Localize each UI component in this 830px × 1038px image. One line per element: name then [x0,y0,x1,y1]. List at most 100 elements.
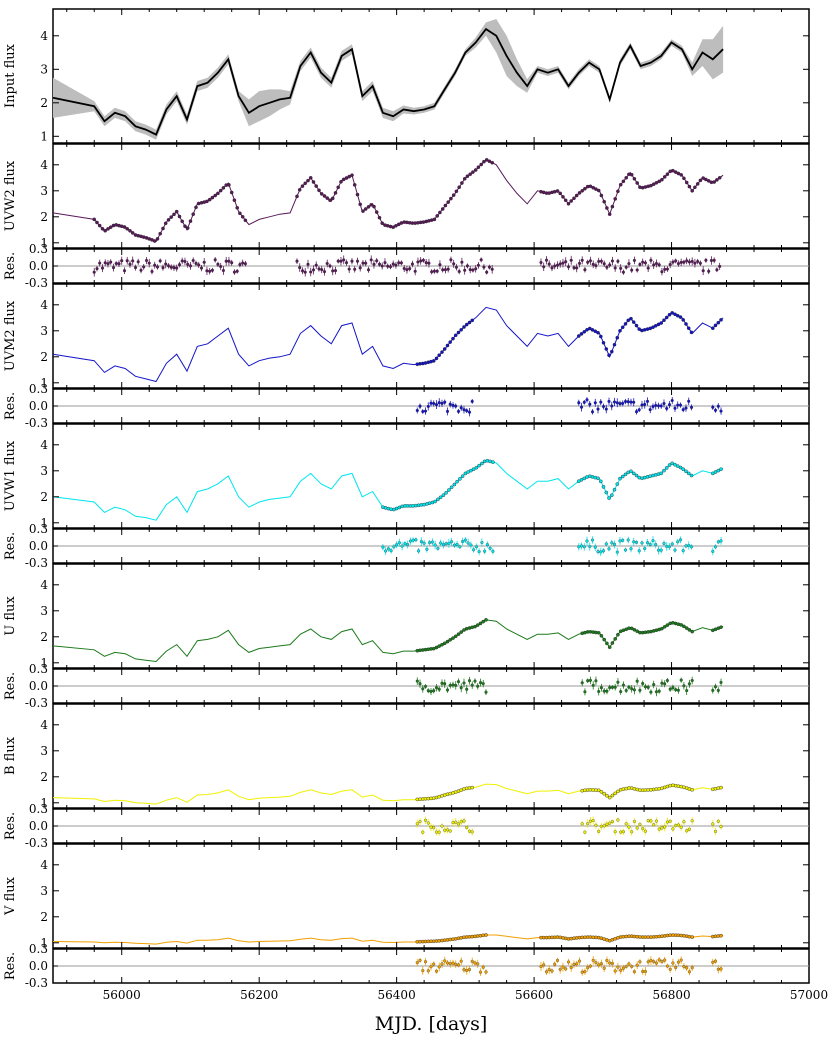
obs-point [594,187,598,191]
residual-point [384,549,388,553]
obs-point [654,180,659,185]
obs-point [295,194,299,199]
flux-axis-label: Input flux [3,43,18,108]
residual-point [645,541,650,545]
obs-point [629,316,633,321]
residual-point [434,403,439,407]
obs-point [128,228,132,233]
residual-point [413,269,417,273]
residual-point [676,960,680,964]
obs-point [662,468,666,473]
obs-point [601,485,606,489]
obs-point [449,485,454,490]
obs-point [442,347,447,351]
obs-point [453,333,458,338]
obs-point [484,933,488,937]
flux-axis-label: B flux [3,736,18,775]
obs-point [350,173,354,177]
obs-point [610,793,615,798]
obs-point [599,193,604,198]
residual-point [605,958,609,963]
obs-point [596,476,600,481]
residual-point [470,683,474,687]
panels-layer: 1 2 3 4 Input flux 1 2 3 4 UVW2 flux -0.3 0.0 0.3 Res… [3,8,828,1002]
residual-point [451,683,455,687]
residual-point [481,965,485,969]
model-curve [52,27,724,136]
residual-point [344,261,349,265]
obs-point [221,186,226,190]
obs-point [183,224,187,228]
residual-point [615,550,619,554]
residual-point [575,962,579,966]
residual-point [424,261,428,265]
residual-point [673,406,677,410]
flux-axis-label: V flux [3,876,18,916]
flux-axis-label: UVM2 flux [3,300,18,371]
residual-point [660,960,664,964]
residual-point [451,403,455,407]
residual-point [445,688,450,692]
residual-point [438,263,442,267]
obs-point [317,188,321,193]
obs-point [637,327,642,331]
residual-point [144,258,149,263]
res-ytick-label: -0.3 [25,556,48,570]
residual-point [347,267,351,271]
residual-point [618,402,622,406]
residual-point [451,961,455,965]
obs-point [660,177,664,182]
residual-point [426,821,430,825]
residual-point [713,545,718,549]
residual-point [621,538,625,542]
residual-point [602,262,606,266]
residual-point [232,270,236,274]
residual-point [654,261,658,266]
obs-point [363,207,368,211]
residual-point [660,681,664,685]
residual-point [654,819,658,823]
obs-point [172,212,176,217]
residual-point [569,966,573,970]
x-axis-label: MJD. [days] [375,1013,488,1035]
residual-point [719,539,723,543]
residual-point [417,549,421,553]
residual-point [465,409,469,413]
residual-point [314,263,318,267]
residual-point [423,684,428,688]
residual-point [311,268,316,272]
obs-point [347,174,352,179]
obs-point [558,191,563,196]
flux-ytick-label: 4 [40,298,48,312]
residual-point [674,259,678,263]
residual-point [142,265,146,269]
residual-point [685,689,689,693]
obs-point [632,628,637,632]
residual-point [646,266,650,270]
residual-point [566,960,571,964]
residual-point [122,269,127,273]
residual-point [619,690,623,694]
residual-point [437,687,441,691]
residual-point [328,264,332,268]
residual-point [613,685,617,689]
residual-point [624,822,628,826]
residual-point [454,404,458,408]
residual-point [415,408,419,413]
residual-point [448,683,452,687]
residual-point [613,266,617,270]
residual-point [670,398,674,403]
residual-point [227,259,231,263]
obs-point [322,194,327,198]
flux-ytick-label: 3 [40,62,48,76]
residual-point [632,970,636,974]
obs-point [579,332,584,336]
residual-point [490,267,494,271]
obs-point [333,191,338,195]
obs-point [719,785,723,790]
residual-point [564,260,568,264]
residual-point [150,269,154,274]
residual-point [667,545,672,549]
residual-point [602,966,606,970]
residual-point [709,258,713,263]
